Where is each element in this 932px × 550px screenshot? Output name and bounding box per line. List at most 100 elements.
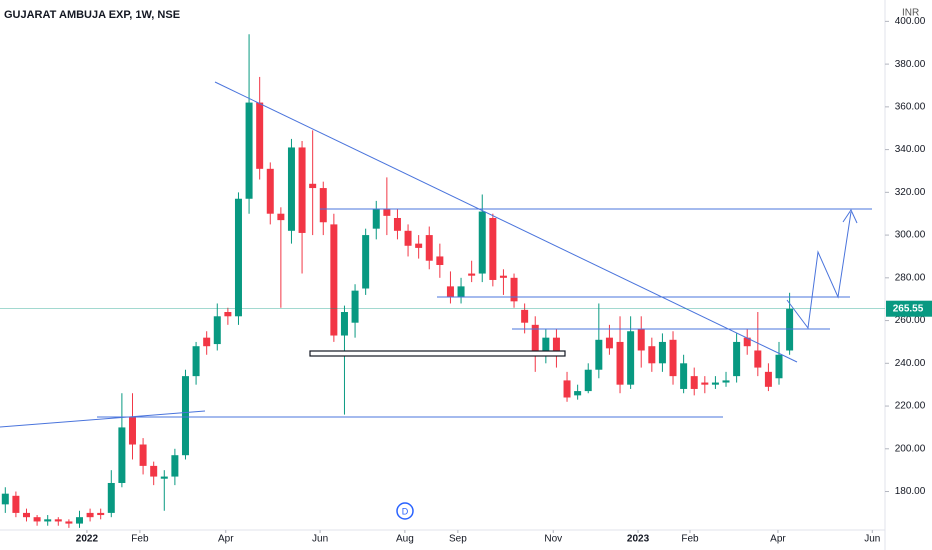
candle-body: [754, 350, 762, 368]
candle-body: [404, 230, 412, 246]
candle-body: [658, 341, 666, 364]
candle-body: [203, 337, 211, 347]
y-tick-label: 200.00: [895, 443, 926, 454]
candle-body: [574, 391, 582, 396]
candle-body: [340, 312, 348, 336]
candle-body: [521, 309, 529, 323]
candle-body: [468, 273, 476, 276]
candle-body: [733, 341, 741, 377]
candle-body: [128, 416, 136, 445]
candle-body: [224, 312, 232, 317]
candle-body: [786, 308, 794, 351]
candle-body: [298, 147, 306, 233]
candle-body: [319, 188, 327, 223]
x-tick-label: 2022: [76, 534, 99, 545]
x-tick-label: 2023: [627, 534, 650, 545]
y-tick-label: 340.00: [895, 144, 926, 155]
candle-body: [552, 337, 560, 355]
y-tick-label: 300.00: [895, 230, 926, 241]
candle-body: [12, 495, 20, 513]
candle-body: [97, 512, 105, 516]
trend-line: [214, 81, 798, 363]
last-price-label: 265.55: [893, 303, 924, 314]
candle-body: [775, 354, 783, 379]
candle-body: [425, 235, 433, 261]
candle-body: [584, 369, 592, 392]
x-tick-label: Sep: [449, 534, 467, 545]
y-tick-label: 280.00: [895, 272, 926, 283]
x-tick-label: Jun: [312, 534, 328, 545]
x-tick-label: Feb: [681, 534, 699, 545]
candle-body: [648, 346, 656, 364]
candle-body: [510, 277, 518, 302]
candle-body: [722, 380, 730, 383]
y-tick-label: 360.00: [895, 101, 926, 112]
candle-body: [309, 183, 317, 189]
y-tick-label: 180.00: [895, 486, 926, 497]
candle-body: [489, 217, 497, 280]
candle-body: [383, 209, 391, 216]
candle-body: [680, 363, 688, 389]
x-tick-label: Nov: [544, 534, 562, 545]
trend-line: [0, 410, 206, 428]
candle-body: [287, 147, 295, 231]
y-tick-label: 260.00: [895, 315, 926, 326]
candle-body: [764, 371, 772, 387]
candle-body: [701, 382, 709, 385]
candle-body: [372, 209, 380, 229]
candle-body: [542, 337, 550, 355]
candle-body: [563, 380, 571, 398]
candle-body: [192, 346, 200, 377]
candle-body: [256, 102, 264, 169]
candle-body: [54, 519, 62, 522]
arrow-head: [842, 208, 858, 224]
x-tick-label: Apr: [770, 534, 786, 545]
y-tick-label: 240.00: [895, 358, 926, 369]
candle-body: [86, 512, 94, 518]
projection-arrow: [786, 211, 852, 330]
candle-body: [499, 275, 507, 278]
candle-body: [393, 217, 401, 231]
candle-body: [436, 256, 444, 265]
candle-body: [160, 476, 168, 479]
candle-body: [266, 168, 274, 214]
candle-body: [605, 337, 613, 349]
currency-label: INR: [902, 8, 919, 19]
candle-body: [33, 517, 41, 522]
candle-body: [234, 198, 242, 317]
candle-body: [181, 376, 189, 456]
candle-body: [277, 213, 285, 221]
candle-body: [446, 286, 454, 298]
candle-body: [22, 512, 30, 518]
candle-body: [415, 243, 423, 248]
candle-body: [690, 376, 698, 389]
candle-body: [44, 519, 52, 522]
x-tick-label: Aug: [396, 534, 414, 545]
candle-body: [171, 455, 179, 477]
drawings: D: [0, 81, 872, 520]
x-tick-label: Apr: [218, 534, 234, 545]
x-tick-label: Feb: [131, 534, 149, 545]
candles: [1, 34, 794, 528]
candle-body: [531, 324, 539, 355]
zone-box: [309, 350, 566, 357]
candle-body: [637, 329, 645, 351]
candle-body: [457, 286, 465, 298]
candle-body: [1, 493, 9, 505]
y-tick-label: 400.00: [895, 16, 926, 27]
dividend-icon[interactable]: [396, 502, 414, 520]
dividend-icon-label: D: [402, 506, 409, 516]
candle-body: [478, 211, 486, 274]
candle-body: [213, 316, 221, 345]
candle-body: [75, 517, 83, 524]
candle-body: [595, 339, 603, 370]
y-tick-label: 220.00: [895, 401, 926, 412]
candle-body: [150, 465, 158, 477]
candle-body: [362, 235, 370, 289]
candle-body: [330, 224, 338, 336]
candle-body: [245, 102, 253, 199]
candle-body: [711, 382, 719, 385]
candle-body: [107, 482, 115, 513]
